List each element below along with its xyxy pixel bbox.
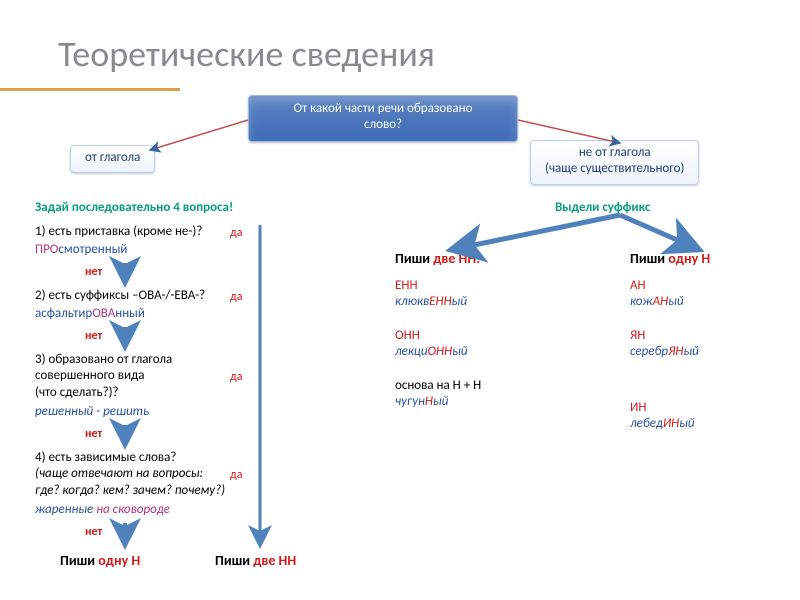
suffix-label: основа на Н + Н: [395, 378, 481, 394]
question-3: 3) образовано от глаголасовершенного вид…: [35, 352, 172, 401]
branch-nonverb-line2: (чаще существительного): [545, 161, 684, 177]
yes-label-3: да: [230, 370, 242, 385]
root-line1: От какой части речи образовано: [259, 101, 507, 117]
title-rule: [0, 88, 180, 91]
suffix-example: лекциОННый: [395, 344, 468, 360]
branch-verb-box: от глагола: [70, 145, 155, 173]
no-label-4: нет: [85, 525, 102, 540]
question-1-example: ПРОсмотренный: [35, 242, 127, 258]
no-label-1: нет: [85, 265, 102, 280]
suffix-label: ИН: [630, 400, 646, 416]
question-3-example: решенный - решить: [35, 404, 149, 420]
root-line2: слово?: [259, 117, 507, 133]
result-one-n: Пиши одну Н: [60, 552, 140, 570]
question-4-example: жаренные на сковороде: [35, 502, 170, 518]
suffix-example: серебрЯНый: [630, 344, 699, 360]
question-2: 2) есть суффиксы –ОВА-/-ЕВА-?: [35, 288, 205, 304]
question-1: 1) есть приставка (кроме не-)?: [35, 224, 202, 240]
yes-label-2: да: [230, 290, 242, 305]
page-title: Теоретические сведения: [58, 32, 435, 76]
suffix-label: АН: [630, 278, 646, 294]
branch-verb-text: от глагола: [85, 150, 140, 165]
suffix-label: ЯН: [630, 328, 645, 344]
root-question-box: От какой части речи образовано слово?: [248, 95, 518, 142]
suffix-example: лебедИНый: [630, 416, 695, 432]
col-two-nn-header: Пиши две НН:: [395, 250, 480, 268]
title-text: Теоретические сведения: [58, 32, 435, 76]
suffix-label: ЕНН: [395, 278, 418, 294]
suffix-example: клюквЕННый: [395, 294, 467, 310]
col-one-n-header: Пиши одну Н: [630, 250, 710, 268]
yes-label-4: да: [230, 468, 242, 483]
no-label-3: нет: [85, 427, 102, 442]
heading-left: Задай последовательно 4 вопроса!: [35, 200, 233, 216]
suffix-label: ОНН: [395, 328, 420, 344]
result-two-nn: Пиши две НН: [215, 552, 296, 570]
heading-left-text: Задай последовательно 4 вопроса!: [35, 200, 233, 215]
suffix-example: кожАНый: [630, 294, 684, 310]
suffix-example: чугунНый: [395, 394, 448, 410]
yes-label-1: да: [230, 226, 242, 241]
heading-right: Выдели суффикс: [555, 200, 650, 216]
question-2-example: асфальтирОВАнный: [35, 306, 145, 322]
branch-nonverb-line1: не от глагола: [545, 145, 684, 161]
no-label-2: нет: [85, 329, 102, 344]
question-4: 4) есть зависимые слова?(чаще отвечают н…: [35, 450, 225, 499]
branch-nonverb-box: не от глагола (чаще существительного): [530, 140, 699, 185]
heading-right-text: Выдели суффикс: [555, 200, 650, 215]
